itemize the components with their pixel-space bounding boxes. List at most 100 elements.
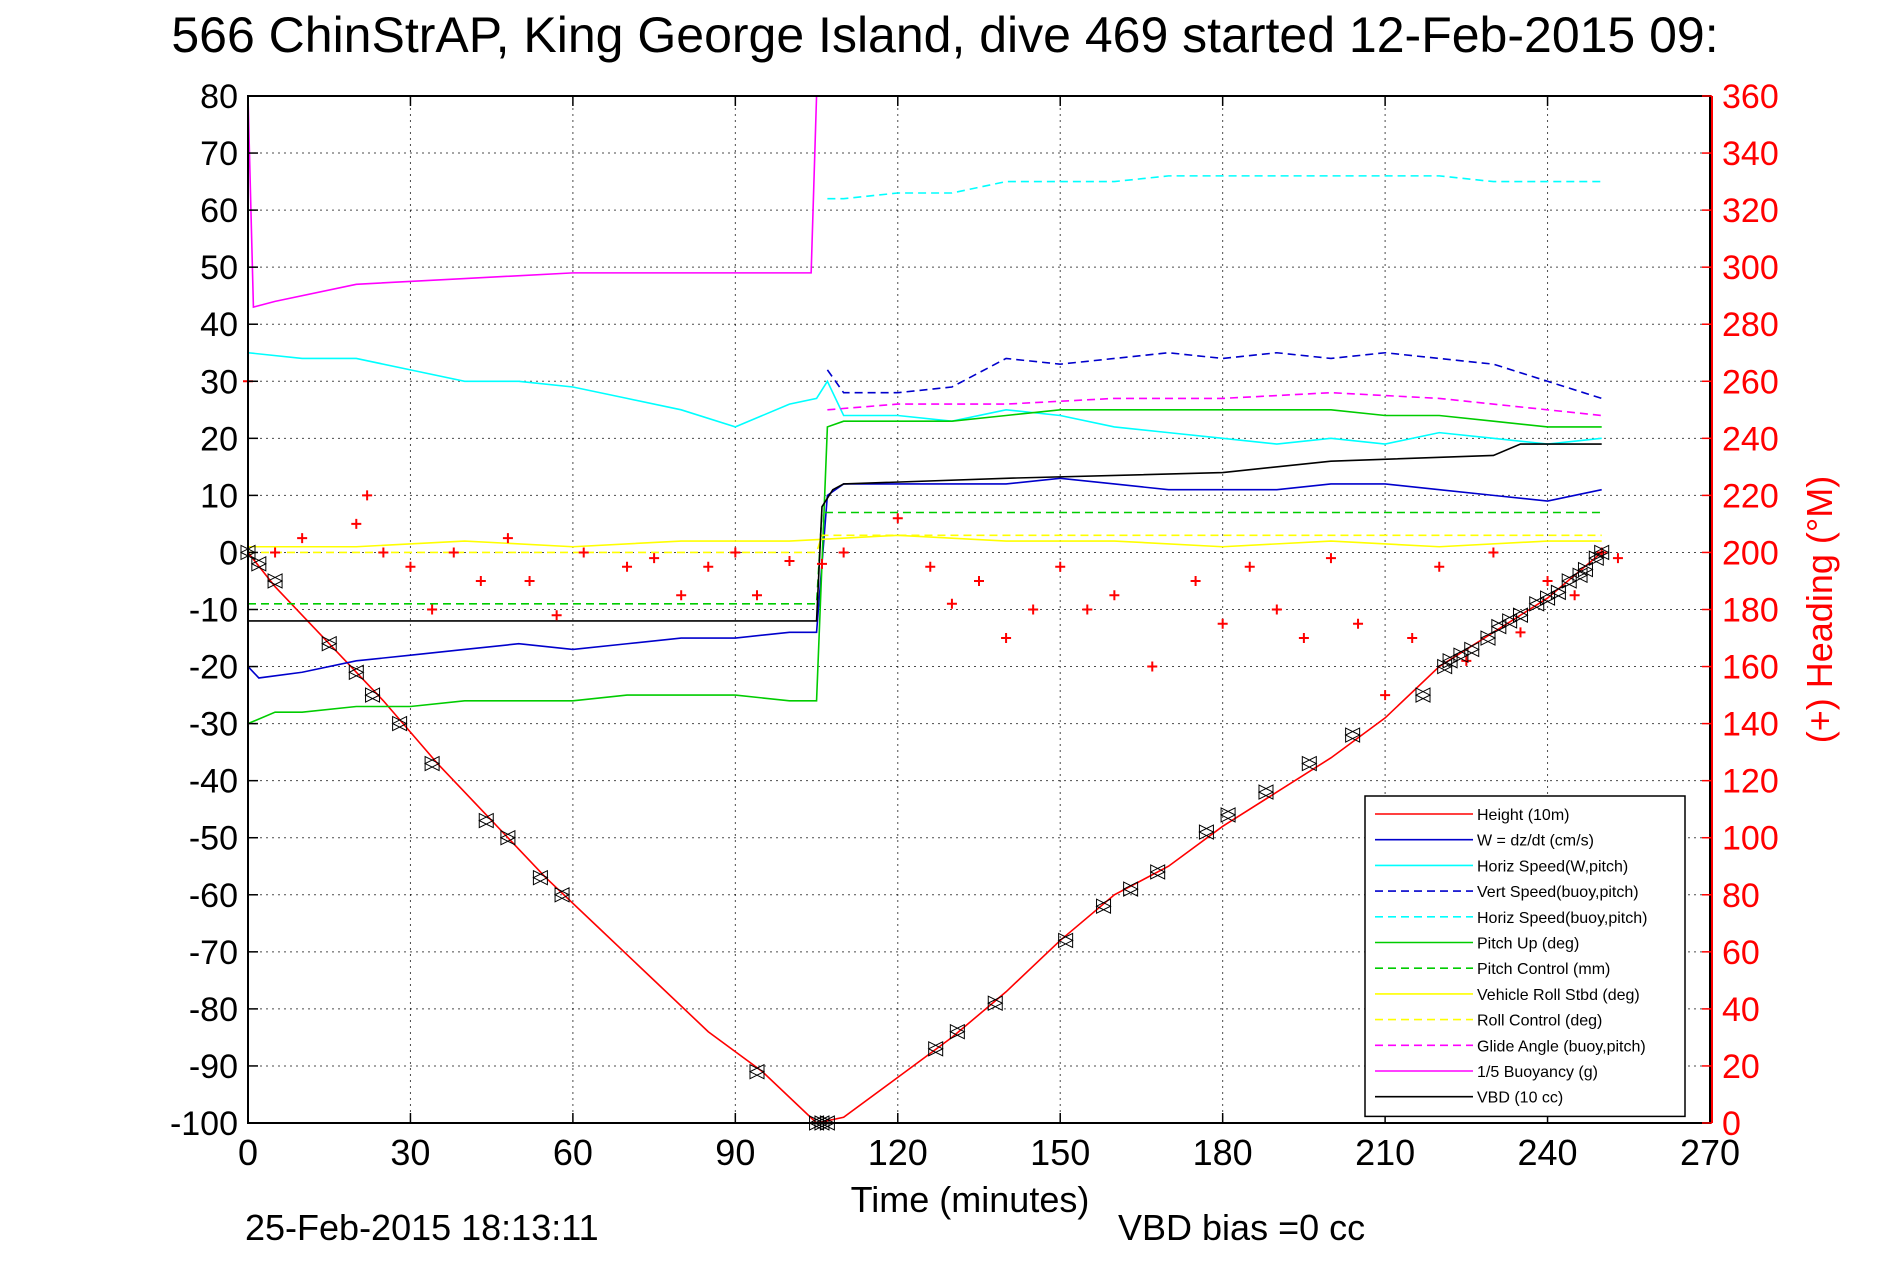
heading-point bbox=[1488, 547, 1499, 558]
series-line bbox=[248, 443, 1602, 622]
series-line bbox=[247, 409, 1602, 725]
y-right-tick-label: 140 bbox=[1722, 706, 1779, 744]
series-line bbox=[248, 511, 1602, 605]
x-tick-label: 30 bbox=[390, 1132, 430, 1173]
heading-point bbox=[351, 518, 362, 529]
legend-box bbox=[1364, 795, 1686, 1118]
heading-point bbox=[1190, 575, 1201, 586]
height-marker bbox=[1057, 932, 1074, 949]
heading-point bbox=[1407, 633, 1418, 644]
heading-point bbox=[1271, 604, 1282, 615]
height-marker bbox=[364, 687, 381, 703]
legend-label: Roll Control (deg) bbox=[1477, 1013, 1602, 1030]
height-marker bbox=[1463, 641, 1480, 658]
y-left-tick-label: 30 bbox=[200, 363, 238, 401]
height-markers bbox=[239, 544, 1610, 1131]
x-tick-label: 60 bbox=[553, 1132, 593, 1173]
heading-point bbox=[427, 604, 438, 615]
heading-point bbox=[362, 490, 373, 501]
heading-point bbox=[1217, 618, 1228, 629]
y-right-tick-label: 80 bbox=[1722, 877, 1760, 915]
height-marker bbox=[1479, 630, 1497, 646]
y-right-tick-label: 260 bbox=[1722, 363, 1779, 401]
series-line bbox=[247, 551, 1603, 1124]
y-right-tick-label: 340 bbox=[1722, 135, 1779, 173]
chart-title: 566 ChinStrAP, King George Island, dive … bbox=[171, 7, 1718, 63]
series-line bbox=[248, 534, 1602, 548]
heading-point bbox=[1001, 633, 1012, 644]
heading-point bbox=[551, 610, 562, 621]
y-right-tick-label: 40 bbox=[1722, 991, 1760, 1029]
height-marker bbox=[266, 573, 284, 589]
heading-point bbox=[405, 561, 416, 572]
y-right-tick-label: 0 bbox=[1722, 1105, 1741, 1143]
height-marker bbox=[927, 1041, 944, 1057]
height-marker bbox=[1436, 658, 1453, 675]
heading-point bbox=[974, 575, 984, 586]
legend-label: Horiz Speed(buoy,pitch) bbox=[1477, 910, 1647, 927]
y-left-tick-label: -30 bbox=[189, 706, 238, 744]
height-marker bbox=[1414, 687, 1432, 703]
x-tick-label: 210 bbox=[1355, 1132, 1415, 1173]
series-line bbox=[827, 391, 1602, 417]
height-marker bbox=[987, 995, 1004, 1011]
series-layer bbox=[247, 95, 1603, 1124]
x-tick-label: 90 bbox=[715, 1132, 755, 1173]
y-left-tick-label: 50 bbox=[200, 249, 238, 287]
legend-label: VBD (10 cc) bbox=[1477, 1090, 1563, 1107]
y-left-tick-label: -20 bbox=[189, 649, 238, 687]
height-marker bbox=[1122, 881, 1139, 897]
heading-point bbox=[892, 513, 903, 524]
height-marker bbox=[1550, 584, 1567, 601]
heading-point bbox=[524, 575, 535, 586]
heading-point bbox=[649, 553, 660, 564]
x-axis-label: Time (minutes) bbox=[851, 1179, 1090, 1220]
heading-point bbox=[1147, 661, 1158, 672]
x-tick-label: 150 bbox=[1030, 1132, 1090, 1173]
heading-series bbox=[243, 376, 1623, 701]
heading-point bbox=[676, 590, 687, 601]
y-left-tick-label: 20 bbox=[200, 420, 238, 458]
x-tick-label: 270 bbox=[1680, 1132, 1740, 1173]
series-line bbox=[827, 175, 1602, 200]
heading-point bbox=[730, 547, 741, 558]
heading-point bbox=[297, 533, 308, 544]
height-marker bbox=[1257, 784, 1275, 800]
y-right-tick-label: 240 bbox=[1722, 420, 1779, 458]
heading-point bbox=[1353, 618, 1364, 629]
y-left-tick-label: 40 bbox=[200, 306, 238, 344]
y-right-tick-label: 280 bbox=[1722, 306, 1779, 344]
y-left-tick-label: -10 bbox=[189, 592, 238, 630]
height-marker bbox=[748, 1063, 766, 1080]
y-left-tick-label: -100 bbox=[170, 1105, 238, 1143]
y-right-tick-label: 300 bbox=[1722, 249, 1779, 287]
heading-point bbox=[816, 558, 827, 569]
y-right-tick-label: 120 bbox=[1722, 763, 1779, 801]
height-marker bbox=[423, 755, 441, 772]
legend-label: Pitch Up (deg) bbox=[1477, 936, 1579, 953]
legend-label: Pitch Control (mm) bbox=[1477, 961, 1610, 978]
heading-point bbox=[622, 561, 633, 572]
y-left-tick-label: 60 bbox=[200, 192, 238, 230]
heading-point bbox=[838, 547, 849, 558]
y-left-tick-label: 0 bbox=[219, 534, 238, 572]
heading-point bbox=[925, 561, 936, 572]
height-marker bbox=[250, 556, 267, 572]
legend-label: Vert Speed(buoy,pitch) bbox=[1477, 884, 1639, 901]
y-right-tick-label: 100 bbox=[1722, 820, 1779, 858]
heading-point bbox=[1542, 575, 1553, 586]
heading-point bbox=[1298, 633, 1309, 644]
height-marker bbox=[348, 664, 365, 681]
y-right-tick-label: 60 bbox=[1722, 934, 1760, 972]
height-marker bbox=[321, 635, 338, 652]
height-marker bbox=[1301, 755, 1318, 772]
height-marker bbox=[1512, 607, 1529, 624]
legend: Height (10m) W = dz/dt (cm/s) Horiz Speed(… bbox=[1364, 795, 1686, 1118]
heading-point bbox=[1244, 561, 1255, 572]
heading-point bbox=[578, 547, 589, 558]
heading-point bbox=[270, 547, 281, 558]
height-marker bbox=[391, 715, 408, 732]
heading-point bbox=[475, 575, 486, 586]
heading-point bbox=[1569, 590, 1580, 601]
